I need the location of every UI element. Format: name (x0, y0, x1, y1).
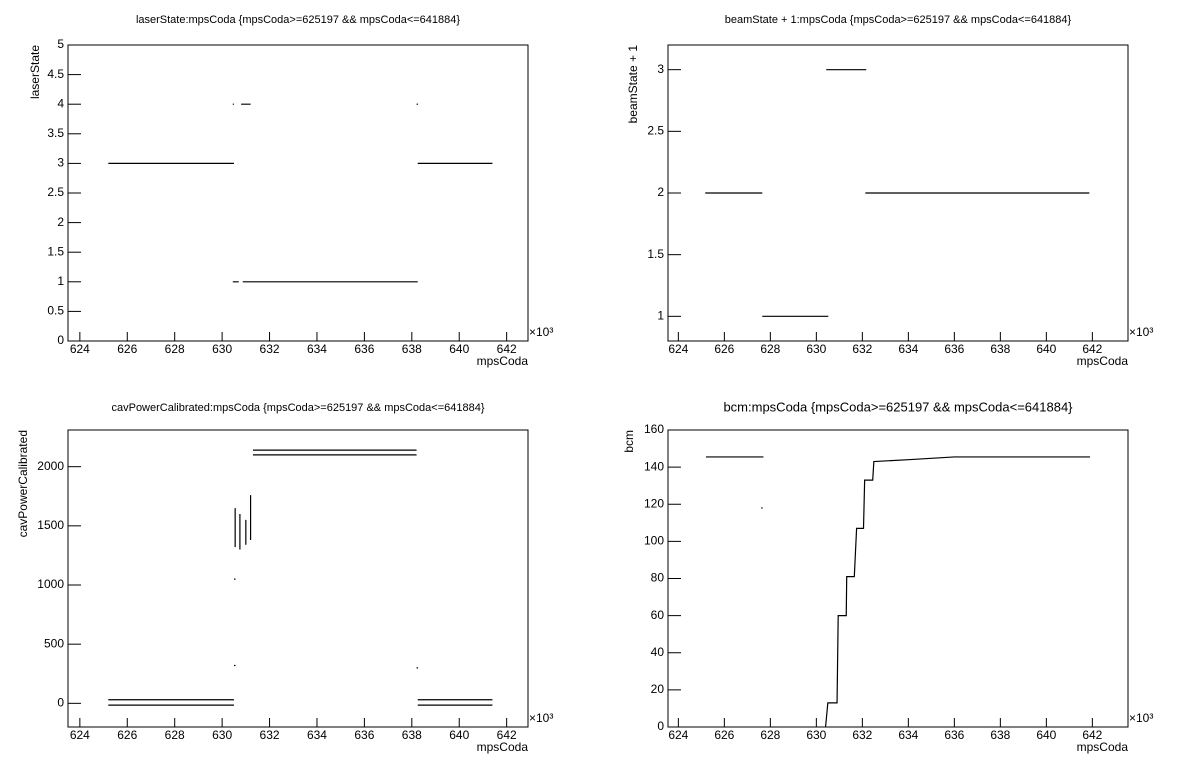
plot-frame (67, 44, 529, 342)
y-tick-label: 0 (57, 333, 64, 347)
x-tick-label: 640 (449, 342, 469, 356)
x-tick-label: 636 (354, 728, 374, 742)
y-tick-label: 2.5 (47, 185, 64, 199)
x-tick-label: 624 (70, 728, 90, 742)
y-tick-label: 80 (651, 571, 665, 585)
x-tick-label: 642 (1082, 728, 1102, 742)
x-tick-label: 628 (165, 342, 185, 356)
y-tick-label: 1000 (37, 577, 64, 591)
x-tick-label: 626 (714, 342, 734, 356)
y-tick-label: 120 (644, 496, 664, 510)
y-tick-label: 100 (644, 534, 664, 548)
x-tick-label: 632 (852, 342, 872, 356)
x-tick-label: 640 (449, 728, 469, 742)
y-axis-label: cavPowerCalibrated (16, 430, 30, 537)
x-tick-label: 636 (944, 342, 964, 356)
y-tick-label: 2000 (37, 459, 64, 473)
plot-frame (667, 429, 1129, 728)
chart-title: laserState:mpsCoda {mpsCoda>=625197 && m… (136, 14, 460, 26)
chart-title: cavPowerCalibrated:mpsCoda {mpsCoda>=625… (111, 402, 484, 414)
x-exponent: ×10³ (1129, 711, 1153, 725)
y-tick-label: 5 (57, 37, 64, 51)
y-tick-label: 3 (57, 156, 64, 170)
x-tick-label: 642 (497, 728, 517, 742)
x-tick-label: 642 (1082, 342, 1102, 356)
x-tick-label: 624 (668, 342, 688, 356)
x-tick-label: 630 (212, 728, 232, 742)
y-tick-label: 1 (657, 309, 664, 323)
x-tick-label: 628 (760, 728, 780, 742)
y-tick-label: 0 (657, 719, 664, 733)
x-tick-label: 634 (898, 342, 918, 356)
y-tick-label: 2.5 (647, 124, 664, 138)
y-tick-label: 500 (44, 636, 64, 650)
y-tick-label: 2 (57, 215, 64, 229)
x-axis-label: mpsCoda (1077, 740, 1129, 754)
x-tick-label: 632 (260, 342, 280, 356)
plot-frame (67, 429, 529, 728)
x-tick-label: 638 (402, 342, 422, 356)
x-axis-label: mpsCoda (1077, 354, 1129, 368)
data-line (705, 69, 1090, 317)
y-tick-label: 3.5 (47, 126, 64, 140)
chart-title: beamState + 1:mpsCoda {mpsCoda>=625197 &… (725, 14, 1072, 26)
x-tick-label: 634 (307, 728, 327, 742)
x-tick-label: 624 (668, 728, 688, 742)
x-exponent: ×10³ (1129, 325, 1153, 339)
y-axis-label: beamState + 1 (626, 45, 640, 124)
x-tick-label: 630 (806, 728, 826, 742)
x-tick-label: 630 (212, 342, 232, 356)
y-tick-label: 0.5 (47, 304, 64, 318)
y-axis-label: laserState (28, 45, 42, 99)
data-line (108, 449, 493, 706)
chart-title: bcm:mpsCoda {mpsCoda>=625197 && mpsCoda<… (723, 399, 1073, 414)
y-tick-label: 40 (651, 645, 665, 659)
y-tick-label: 1.5 (47, 244, 64, 258)
y-tick-label: 20 (651, 682, 665, 696)
x-tick-label: 642 (497, 342, 517, 356)
x-tick-label: 636 (944, 728, 964, 742)
y-tick-label: 1.5 (647, 247, 664, 261)
x-exponent: ×10³ (529, 325, 553, 339)
x-tick-label: 640 (1036, 342, 1056, 356)
x-exponent: ×10³ (529, 711, 553, 725)
x-tick-label: 626 (117, 728, 137, 742)
x-tick-label: 638 (402, 728, 422, 742)
x-tick-label: 634 (307, 342, 327, 356)
x-tick-label: 628 (760, 342, 780, 356)
x-tick-label: 624 (70, 342, 90, 356)
y-tick-label: 3 (657, 62, 664, 76)
data-line (108, 103, 493, 283)
x-tick-label: 636 (354, 342, 374, 356)
x-tick-label: 630 (806, 342, 826, 356)
x-tick-label: 628 (165, 728, 185, 742)
data-line (705, 456, 1091, 728)
y-tick-label: 1 (57, 274, 64, 288)
y-axis-label: bcm (622, 430, 636, 453)
y-tick-label: 160 (644, 422, 664, 436)
x-tick-label: 638 (990, 342, 1010, 356)
y-tick-label: 4.5 (47, 67, 64, 81)
x-tick-label: 638 (990, 728, 1010, 742)
x-axis-label: mpsCoda (477, 354, 529, 368)
x-tick-label: 634 (898, 728, 918, 742)
y-tick-label: 0 (57, 696, 64, 710)
y-tick-label: 2 (657, 185, 664, 199)
y-tick-label: 4 (57, 96, 64, 110)
x-tick-label: 626 (714, 728, 734, 742)
x-tick-label: 632 (260, 728, 280, 742)
x-tick-label: 632 (852, 728, 872, 742)
x-axis-label: mpsCoda (477, 740, 529, 754)
y-tick-label: 60 (651, 608, 665, 622)
y-tick-label: 1500 (37, 518, 64, 532)
x-tick-label: 626 (117, 342, 137, 356)
x-tick-label: 640 (1036, 728, 1056, 742)
y-tick-label: 140 (644, 459, 664, 473)
